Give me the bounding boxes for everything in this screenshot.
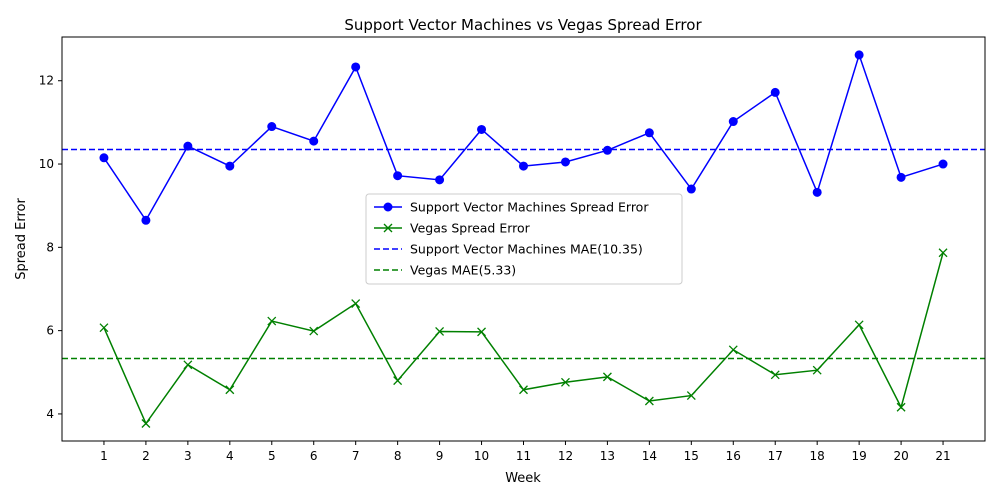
data-point	[351, 62, 361, 72]
data-point	[644, 128, 654, 138]
data-point	[141, 215, 151, 225]
legend-marker	[383, 202, 393, 212]
x-tick-label: 18	[810, 449, 825, 463]
y-tick-label: 6	[46, 324, 54, 338]
data-point	[435, 175, 445, 185]
data-point	[183, 141, 193, 151]
data-point	[602, 145, 612, 155]
legend-label: Support Vector Machines Spread Error	[410, 200, 649, 215]
x-axis: 1 2 3 4 5 6 7 8 9 10 11 12 13 14 15 16 17 18 19 20 21	[100, 441, 951, 463]
data-point	[560, 157, 570, 167]
legend: Support Vector Machines Spread Error Vega…	[365, 193, 683, 285]
x-tick-label: 21	[935, 449, 950, 463]
x-tick-label: 13	[600, 449, 615, 463]
data-point	[351, 299, 361, 309]
data-point	[812, 187, 822, 197]
y-tick-label: 8	[46, 240, 54, 254]
data-point	[644, 396, 654, 406]
legend-marker	[383, 223, 393, 233]
x-tick-label: 17	[768, 449, 783, 463]
x-tick-label: 16	[726, 449, 741, 463]
y-tick-label: 4	[46, 407, 54, 421]
data-point	[99, 153, 109, 163]
data-point	[435, 327, 445, 336]
x-tick-label: 15	[684, 449, 699, 463]
data-point	[309, 326, 319, 336]
x-tick-label: 6	[310, 449, 318, 463]
x-tick-label: 11	[516, 449, 531, 463]
x-tick-label: 8	[394, 449, 402, 463]
data-point	[938, 159, 948, 169]
data-point	[477, 327, 487, 337]
legend-label: Support Vector Machines MAE(10.35)	[410, 242, 643, 257]
data-point	[854, 50, 864, 60]
x-tick-label: 1	[100, 449, 108, 463]
data-point	[225, 161, 235, 171]
data-point	[183, 360, 193, 370]
x-tick-label: 19	[851, 449, 866, 463]
legend-box	[365, 193, 683, 285]
y-tick-label: 12	[39, 74, 54, 88]
data-point	[812, 365, 822, 375]
data-point	[728, 117, 738, 127]
x-tick-label: 2	[142, 449, 150, 463]
x-tick-label: 9	[436, 449, 444, 463]
legend-label: Vegas MAE(5.33)	[410, 263, 516, 278]
data-point	[519, 161, 528, 171]
y-axis: 4 6 8 10 12	[39, 74, 62, 421]
x-axis-label: Week	[505, 471, 541, 486]
x-tick-label: 7	[352, 449, 360, 463]
data-point	[938, 248, 948, 258]
x-tick-label: 20	[893, 449, 908, 463]
data-point	[477, 124, 487, 134]
x-tick-label: 10	[474, 449, 489, 463]
y-tick-label: 10	[39, 157, 54, 171]
data-point	[99, 323, 109, 333]
x-tick-label: 14	[642, 449, 657, 463]
data-point	[519, 385, 528, 395]
x-tick-label: 4	[226, 449, 234, 463]
data-point	[560, 377, 570, 387]
data-point	[141, 419, 151, 428]
data-point	[770, 87, 780, 97]
data-point	[896, 172, 906, 182]
data-point	[393, 376, 403, 386]
data-point	[770, 370, 780, 380]
data-point	[267, 316, 277, 326]
y-axis-label: Spread Error	[14, 198, 29, 280]
data-point	[686, 184, 696, 194]
data-point	[393, 171, 403, 181]
data-point	[728, 345, 738, 355]
data-point	[896, 402, 906, 412]
legend-label: Vegas Spread Error	[410, 221, 531, 236]
data-point	[854, 320, 864, 330]
data-point	[686, 391, 696, 401]
data-point	[225, 385, 235, 395]
data-point	[267, 122, 277, 132]
x-tick-label: 5	[268, 449, 276, 463]
x-tick-label: 12	[558, 449, 573, 463]
x-tick-label: 3	[184, 449, 192, 463]
plot-area	[62, 50, 985, 428]
data-point	[309, 136, 319, 146]
chart-title: Support Vector Machines vs Vegas Spread …	[344, 16, 702, 34]
data-point	[602, 372, 612, 382]
